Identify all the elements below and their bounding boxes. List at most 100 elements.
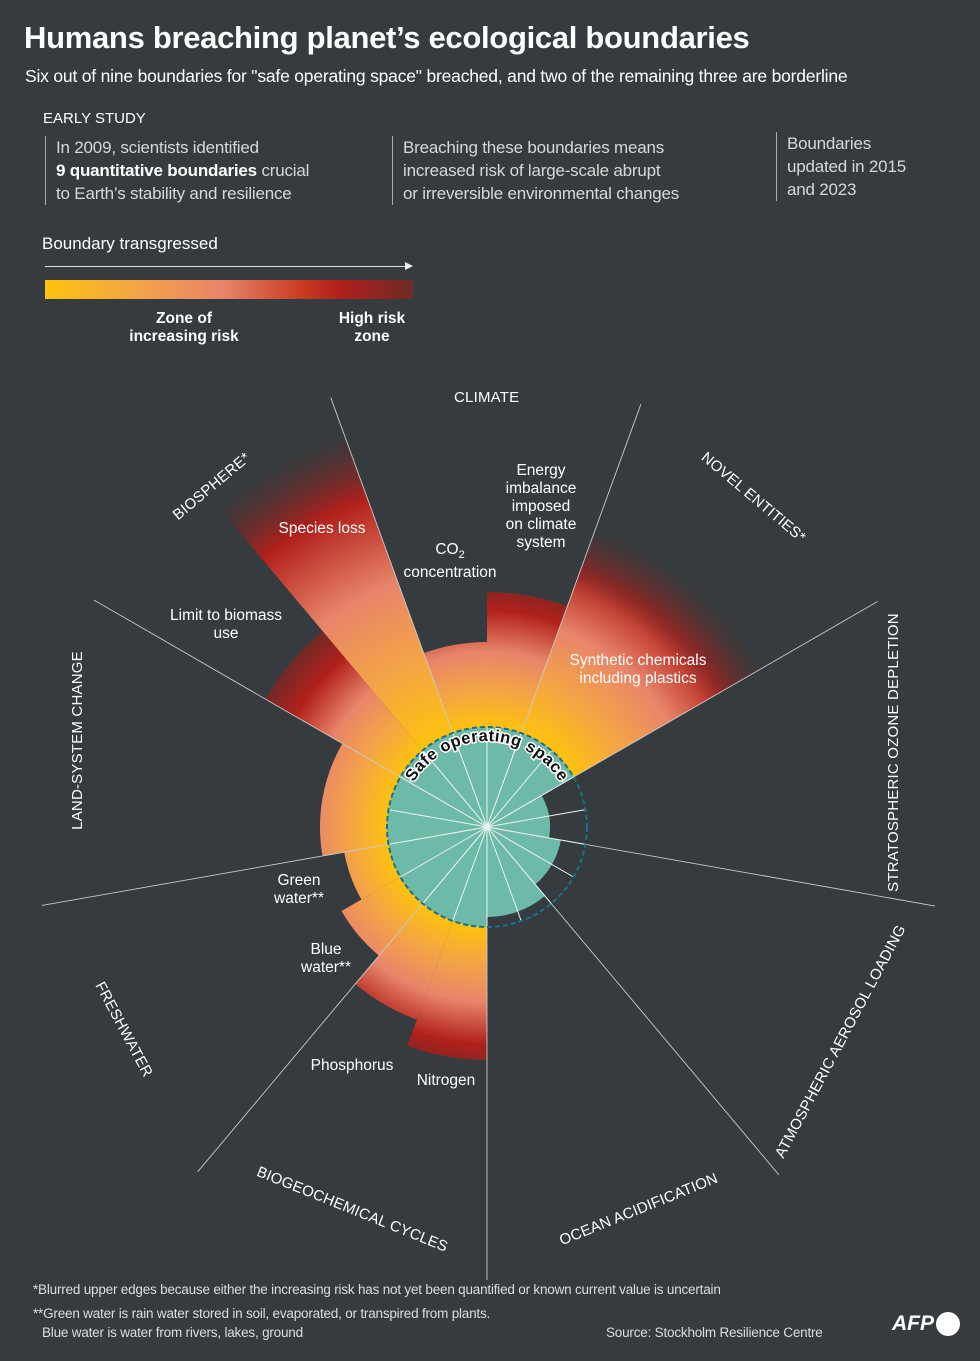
intro-text: Boundaries <box>787 134 872 153</box>
label-synthetic-chemicals: Synthetic chemicals including plastics <box>553 652 723 688</box>
intro-text: to Earth’s stability and resilience <box>56 184 292 203</box>
safe-wedge <box>422 733 487 827</box>
label-text: Energy <box>516 462 566 479</box>
intro-text: updated in 2015 <box>787 157 906 176</box>
afp-logo: AFP <box>892 1312 960 1336</box>
risk-wedge <box>320 743 401 856</box>
sector-0 <box>423 642 487 827</box>
label-text: concentration <box>403 564 497 582</box>
safe-wedge <box>387 777 487 845</box>
label-co2-concentration: CO2 concentration <box>390 541 510 582</box>
label-text: imbalance <box>505 480 577 497</box>
sector-10 <box>320 743 487 856</box>
intro-column-3: Boundaries updated in 2015 and 2023 <box>776 132 906 201</box>
sector-5 <box>487 827 545 917</box>
category-land-system-change: LAND-SYSTEM CHANGE <box>68 651 86 830</box>
label-biomass-use: Limit to biomass use <box>156 607 296 643</box>
intro-text: Breaching these boundaries means <box>403 138 665 157</box>
page-subtitle: Six out of nine boundaries for "safe ope… <box>25 66 848 86</box>
legend-title: Boundary transgressed <box>42 234 218 253</box>
risk-wedge <box>487 592 568 734</box>
label-text: Blue <box>310 941 342 958</box>
legend-text: increasing risk <box>129 328 239 345</box>
risk-wedge <box>341 877 423 956</box>
legend-text: High risk <box>338 310 406 327</box>
risk-wedge <box>355 903 453 1020</box>
intro-bold: 9 quantitative boundaries <box>56 161 257 180</box>
label-text: on climate <box>505 516 577 533</box>
footnote-blurred: *Blurred upper edges because either the … <box>33 1282 721 1297</box>
inner-spoke <box>388 809 488 828</box>
inner-spoke <box>486 826 586 845</box>
intro-column-1: In 2009, scientists identified 9 quantit… <box>45 136 309 205</box>
intro-text: and 2023 <box>787 180 857 199</box>
intro-text: In 2009, scientists identified <box>56 138 259 157</box>
label-text: use <box>213 625 239 642</box>
label-text: water** <box>274 890 324 907</box>
label-text: Green <box>277 872 321 889</box>
inner-spoke <box>486 809 586 828</box>
sector-wedges <box>217 432 765 1060</box>
risk-wedge <box>265 630 423 777</box>
sector-11 <box>265 630 487 827</box>
label-text: system <box>516 534 566 551</box>
inner-spoke <box>486 826 522 922</box>
safe-wedge <box>487 827 545 917</box>
safe-wedge <box>487 827 561 885</box>
inner-spoke <box>452 826 488 922</box>
intro-column-2: Breaching these boundaries means increas… <box>392 136 679 205</box>
label-energy-imbalance: Energy imbalance imposed on climate syst… <box>491 462 591 552</box>
inner-spoke <box>422 750 488 828</box>
inner-spoke <box>486 826 552 904</box>
inner-spoke <box>486 732 522 828</box>
legend-arrow <box>45 266 407 267</box>
label-text: including plastics <box>579 670 697 687</box>
legend-gradient-bar <box>45 280 413 299</box>
section-label: EARLY STUDY <box>43 110 146 127</box>
label-text: imposed <box>511 498 571 515</box>
safe-wedge <box>388 827 487 877</box>
legend-text: Zone of <box>156 310 212 327</box>
risk-wedge <box>423 642 487 734</box>
afp-logo-dot <box>936 1312 960 1336</box>
footnote-water-1: **Green water is rain water stored in so… <box>33 1306 491 1321</box>
safe-wedge <box>487 795 551 838</box>
safe-wedge <box>400 750 487 827</box>
sector-6 <box>407 827 487 1060</box>
label-text: Synthetic chemicals <box>569 652 707 669</box>
legend-label-high-risk: High risk zone <box>322 310 422 346</box>
legend-text: zone <box>354 328 390 345</box>
sector-9 <box>344 827 487 900</box>
category-ozone-depletion: STRATOSPHERIC OZONE DEPLETION <box>884 613 902 892</box>
intro-text: or irreversible environmental changes <box>403 184 680 203</box>
risk-wedge <box>344 844 401 900</box>
category-climate: CLIMATE <box>454 389 520 406</box>
inner-spoke <box>452 732 488 828</box>
label-blue-water: Blue water** <box>286 941 366 977</box>
intro-text: increased risk of large-scale abrupt <box>403 161 661 180</box>
label-text: Limit to biomass <box>170 607 282 624</box>
label-subscript: 2 <box>458 549 465 562</box>
safe-wedge <box>452 827 487 927</box>
label-text: CO <box>435 541 459 558</box>
arrowhead-icon <box>405 262 413 270</box>
sector-7 <box>355 827 487 1020</box>
label-green-water: Green water** <box>259 872 339 908</box>
label-nitrogen: Nitrogen <box>416 1072 476 1089</box>
source-credit: Source: Stockholm Resilience Centre <box>606 1325 823 1340</box>
inner-spoke <box>400 826 488 878</box>
inner-spoke <box>486 826 574 878</box>
safe-boundary-circle <box>386 726 588 928</box>
sector-12 <box>217 432 487 827</box>
intro-text: 9 quantitative boundaries crucial <box>56 159 309 182</box>
safe-wedge <box>452 727 487 827</box>
intro-text: crucial <box>256 161 310 180</box>
inner-spoke <box>486 776 574 828</box>
label-phosphorus: Phosphorus <box>310 1057 394 1074</box>
inner-spoke <box>422 826 488 904</box>
inner-spoke <box>486 750 552 828</box>
safe-wedge <box>400 827 487 904</box>
label-species-loss: Species loss <box>278 520 366 537</box>
risk-wedge <box>521 526 765 777</box>
